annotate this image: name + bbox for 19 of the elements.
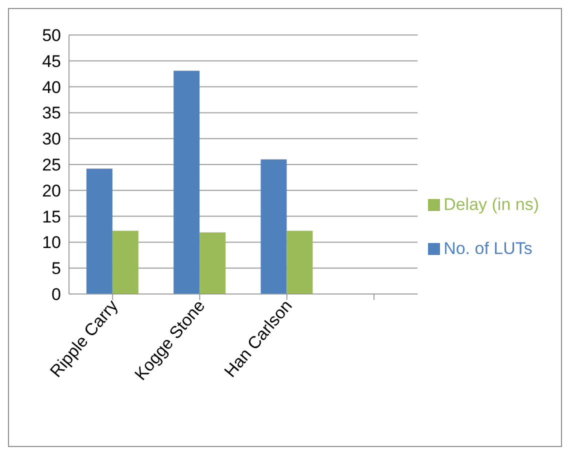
bar bbox=[174, 70, 200, 294]
bar bbox=[286, 230, 313, 294]
bar bbox=[112, 230, 138, 294]
y-tick-label: 50 bbox=[42, 26, 61, 46]
y-tick-label: 15 bbox=[42, 207, 61, 226]
legend-label: Delay (in ns) bbox=[444, 194, 539, 214]
y-tick-label: 20 bbox=[42, 181, 61, 200]
legend-label: No. of LUTs bbox=[444, 238, 532, 258]
y-tick-label: 30 bbox=[42, 130, 61, 149]
bar bbox=[260, 159, 287, 294]
y-tick-label: 0 bbox=[52, 285, 61, 304]
y-tick-label: 35 bbox=[42, 104, 61, 123]
y-tick-label: 25 bbox=[42, 156, 61, 175]
y-tick-label: 45 bbox=[42, 52, 61, 71]
y-tick-label: 10 bbox=[42, 233, 61, 252]
y-tick-label: 5 bbox=[52, 259, 61, 278]
bar bbox=[200, 232, 226, 294]
y-tick-label: 40 bbox=[42, 78, 61, 97]
bar bbox=[86, 168, 112, 294]
